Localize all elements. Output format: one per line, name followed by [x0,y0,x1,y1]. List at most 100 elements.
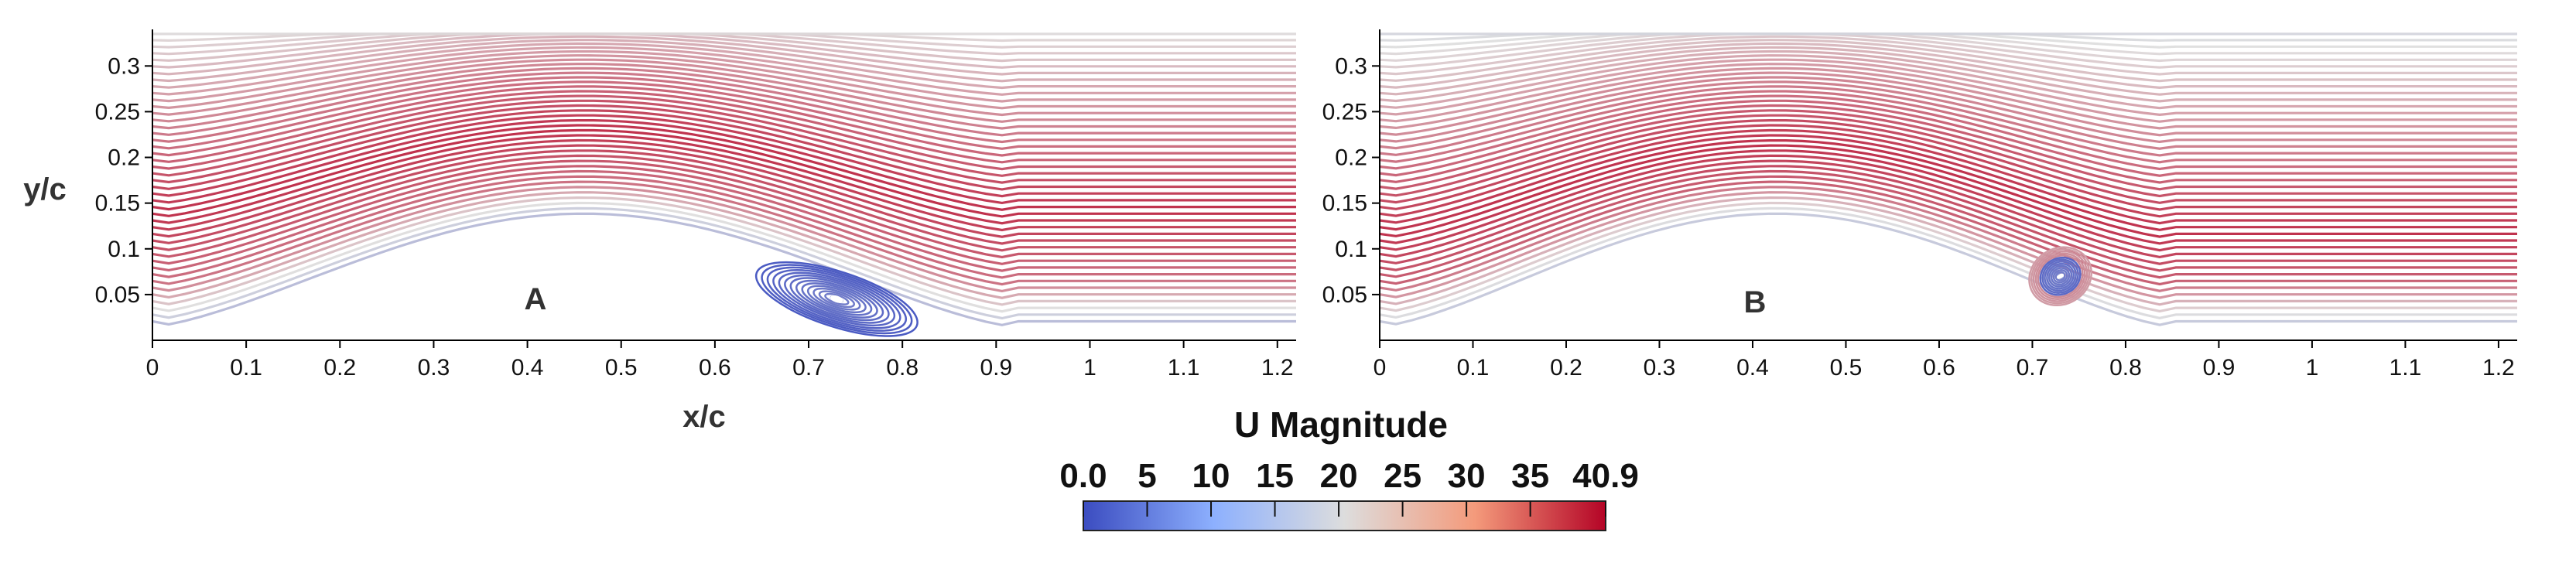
colorbar: U Magnitude 0.0 5 10 15 20 25 30 35 40.9 [1059,404,1639,531]
streamline [152,39,1296,83]
x-ticks-a: 0 0.1 0.2 0.3 0.4 0.5 0.6 0.7 0.8 0.9 1 1.1 1.2 [146,340,1294,380]
streamline [152,191,1296,299]
streamlines-a [152,32,1296,326]
streamline [1379,80,2517,150]
x-tick-label: 0.6 [699,355,731,380]
x-tick-label: 0.7 [2017,355,2049,380]
streamline [152,54,1296,110]
x-tick-label: 0.7 [792,355,825,380]
streamline [1379,63,2517,123]
streamline [1379,94,2517,171]
panel-label-a: A [525,282,547,316]
x-tick-label: 0.8 [2109,355,2142,380]
streamline [1379,54,2517,110]
streamline [1379,109,2517,191]
streamline [152,144,1296,238]
x-tick-label: 0.1 [1457,355,1490,380]
x-tick-label: 1.2 [2482,355,2515,380]
bubble-contour [789,277,884,322]
recirculation-bubble-a [754,261,919,337]
colorbar-tick-label: 25 [1384,457,1421,495]
streamline [1379,99,2517,177]
streamline [1379,67,2517,130]
streamline [1379,39,2517,83]
streamline [152,165,1296,265]
streamline [1379,58,2517,117]
streamline [152,212,1296,326]
y-tick-label: 0.1 [1335,237,1367,262]
streamline [1379,35,2517,76]
streamline [152,175,1296,279]
y-axis-label: y/c [23,172,67,206]
x-tick-label: 0.8 [886,355,919,380]
streamline [152,63,1296,123]
axes-b [1379,29,2517,341]
bubble-contour [778,271,896,327]
bubble-contour [795,279,878,319]
x-tick-label: 1 [2306,355,2319,380]
streamline [1379,124,2517,211]
streamline [1379,114,2517,198]
bubble-contour [766,266,908,332]
x-tick-label: 0.9 [980,355,1012,380]
bubble-contour [2047,264,2073,288]
bubble-contour [2041,258,2079,294]
streamline [152,58,1296,117]
y-tick-label: 0.1 [108,237,140,262]
x-tick-label: 0.3 [1644,355,1676,380]
x-ticks-b: 0 0.1 0.2 0.3 0.4 0.5 0.6 0.7 0.8 0.9 1 1.1 1.2 [1374,340,2515,380]
streamline [152,76,1296,144]
streamline [152,46,1296,96]
colorbar-tick-label: 10 [1192,457,1230,495]
bubble-contour [824,292,850,305]
streamline [152,124,1296,211]
streamline [1379,154,2517,252]
bubble-contour [2032,250,2089,302]
bubble-contour [812,287,861,311]
bubble-contour [2039,256,2082,296]
streamline [152,180,1296,286]
streamline [152,49,1296,103]
streamline [1379,212,2517,326]
streamline [1379,186,2517,292]
bubble-contour [2037,254,2084,299]
y-ticks-a: 0.05 0.1 0.15 0.2 0.25 0.3 [95,53,152,308]
streamline [1379,196,2517,306]
y-tick-label: 0.2 [1335,145,1367,171]
colorbar-gradient [1083,500,1606,531]
streamline [1379,85,2517,157]
streamline [1379,104,2517,184]
streamline [1379,169,2517,272]
streamline [1379,32,2517,69]
colorbar-tick-label: 15 [1256,457,1294,495]
streamline [152,206,1296,320]
bubble-contour [2052,268,2068,284]
y-tick-label: 0.25 [1322,99,1367,125]
colorbar-tick-label: 0.0 [1059,457,1107,495]
y-tick-label: 0.2 [108,145,140,171]
streamline [152,128,1296,218]
streamline [1379,139,2517,231]
streamline [1379,165,2517,265]
bubble-contour [2034,252,2086,300]
streamline [152,138,1296,232]
streamline [152,35,1296,76]
x-tick-label: 0.2 [323,355,356,380]
streamline [152,169,1296,272]
streamline [1379,128,2517,218]
bubble-contour [2046,262,2075,290]
x-tick-label: 0.2 [1550,355,1582,380]
bubble-contour [818,290,856,309]
colorbar-tick-label: 30 [1448,457,1486,495]
streamline [1379,71,2517,137]
x-tick-label: 1.1 [2390,355,2422,380]
streamline [152,71,1296,137]
bubble-contour [761,264,913,335]
colorbar-ticks: 0.0 5 10 15 20 25 30 35 40.9 [1059,457,1639,517]
streamline [1379,206,2517,319]
colorbar-tick-label: 35 [1511,457,1549,495]
bubble-contour [2054,271,2066,282]
streamline [1379,76,2517,144]
colorbar-tick-label: 5 [1137,457,1156,495]
streamline [152,134,1296,225]
